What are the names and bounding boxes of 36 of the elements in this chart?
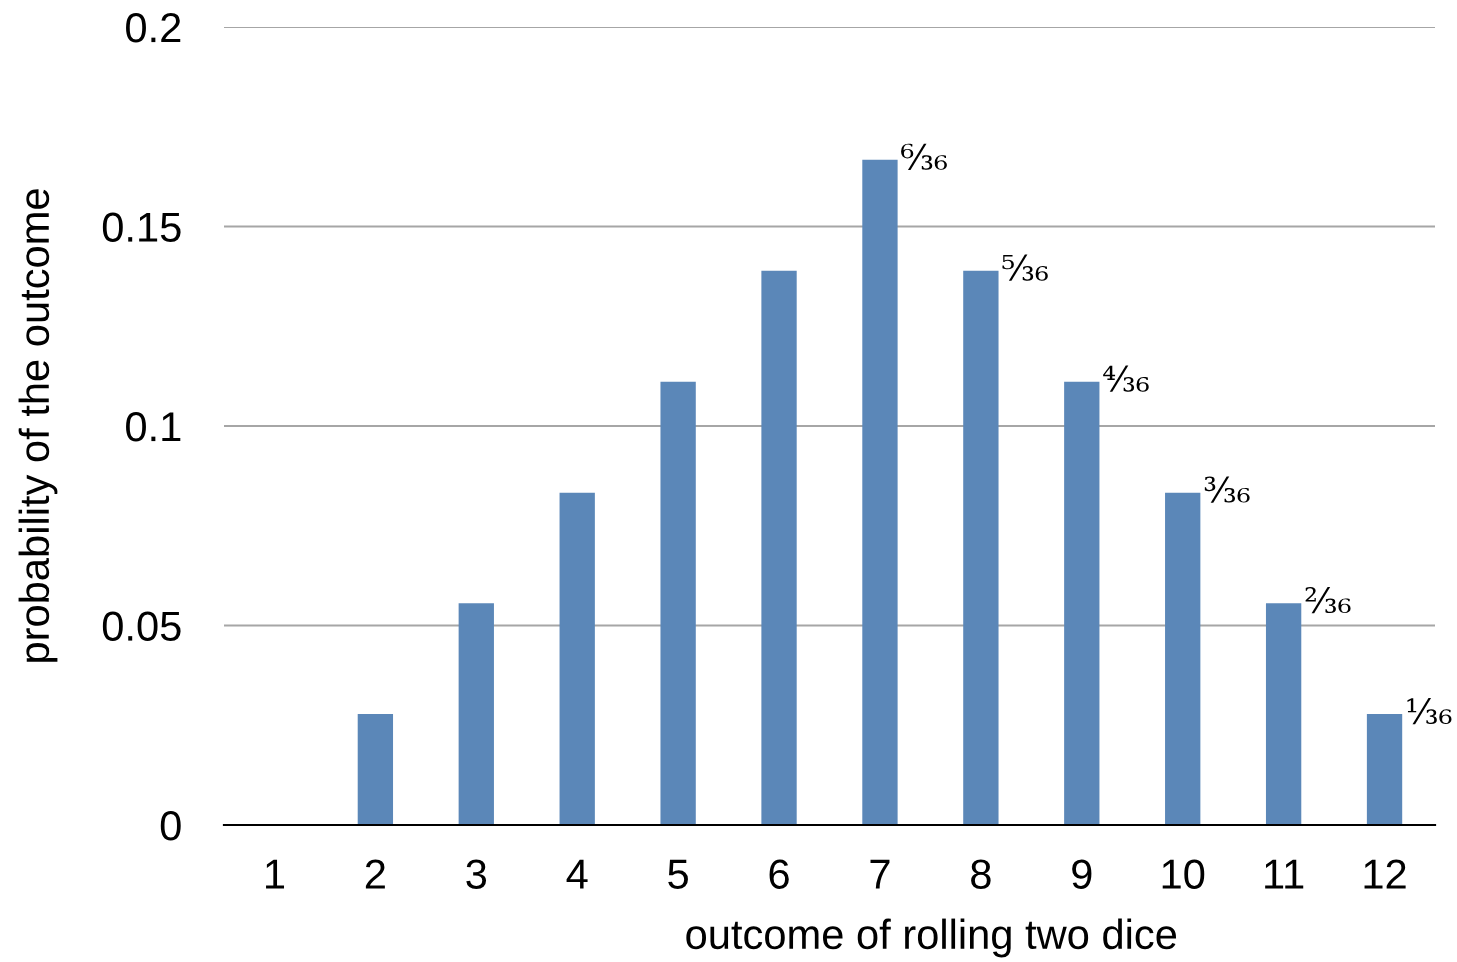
x-tick-label: 12 (1364, 859, 1406, 889)
x-tick-label: 5 (668, 859, 688, 889)
data-label: ⁵⁄₃₆ (1002, 254, 1048, 281)
x-tick-label: 2 (365, 859, 385, 889)
bar (862, 159, 898, 825)
x-tick-label: 3 (466, 859, 487, 889)
x-tick-label: 10 (1162, 859, 1205, 889)
bar (458, 603, 494, 825)
data-label: ⁴⁄₃₆ (1103, 365, 1149, 392)
y-tick-label: 0.2 (126, 13, 181, 43)
y-tick-label: 0.15 (102, 212, 181, 243)
bar (1165, 492, 1201, 825)
x-axis-title: outcome of rolling two dice (686, 918, 1177, 958)
x-tick-label: 7 (870, 859, 890, 889)
bar (963, 270, 999, 825)
data-label: ¹⁄₃₆ (1407, 697, 1452, 725)
data-label: ²⁄₃₆ (1305, 586, 1351, 614)
y-axis-title: probability of the outcome (18, 189, 58, 662)
data-label: ⁶⁄₃₆ (901, 143, 947, 170)
x-tick-label: 11 (1265, 859, 1304, 889)
bar (357, 714, 394, 825)
x-tick-label: 4 (566, 859, 588, 889)
bar (1366, 714, 1403, 825)
data-label: ³⁄₃₆ (1204, 476, 1250, 503)
x-tick-label: 9 (1072, 859, 1092, 889)
x-tick-label: 6 (769, 859, 789, 889)
bar (559, 492, 595, 825)
y-tick-label: 0.1 (126, 412, 181, 442)
bar (1265, 603, 1302, 825)
x-tick-label: 8 (971, 859, 991, 889)
bar (660, 381, 696, 825)
bar (761, 270, 797, 825)
bar (1064, 381, 1100, 825)
y-tick-label: 0.05 (102, 611, 181, 642)
x-tick-label: 1 (266, 859, 285, 889)
y-tick-label: 0 (160, 811, 181, 841)
